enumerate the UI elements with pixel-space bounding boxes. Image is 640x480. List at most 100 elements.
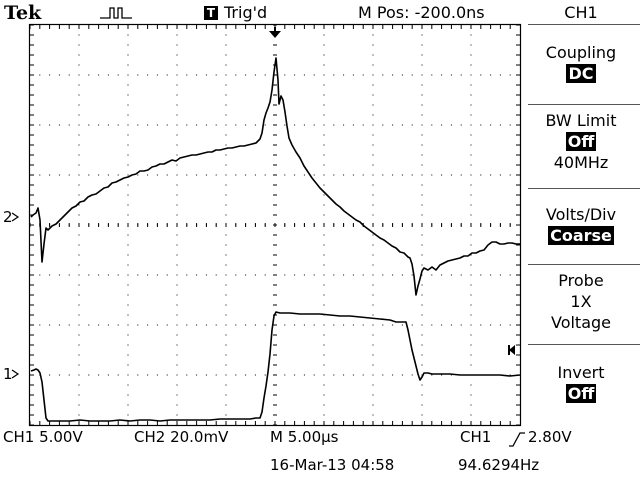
graticule-dot [421, 324, 423, 326]
graticule-dot [88, 421, 90, 425]
graticule-dot [382, 224, 384, 226]
graticule-dot [303, 74, 305, 76]
graticule-dot [30, 44, 34, 46]
graticule-dot [352, 124, 354, 126]
graticule-dot [30, 424, 34, 426]
graticule-dot [421, 94, 423, 96]
graticule-dot [264, 74, 266, 76]
graticule-dot [509, 25, 511, 29]
graticule-dot [176, 274, 178, 276]
time-scale: M 5.00µs [270, 428, 339, 446]
coupling-value: DC [566, 64, 596, 83]
bw-limit-button[interactable]: BW Limit Off 40MHz [522, 110, 640, 173]
graticule-dot [343, 274, 345, 276]
graticule-dot [273, 354, 277, 356]
graticule-dot [303, 224, 305, 226]
graticule-dot [39, 124, 41, 126]
graticule-dot [225, 124, 227, 126]
graticule-dot [147, 223, 149, 227]
graticule-dot [127, 134, 129, 136]
graticule-dot [273, 394, 277, 396]
graticule-dot [421, 124, 423, 126]
probe-button[interactable]: Probe 1X Voltage [522, 270, 640, 333]
graticule-dot [372, 54, 374, 56]
graticule-dot [516, 424, 520, 426]
graticule-dot [166, 174, 168, 176]
graticule-dot [127, 344, 129, 346]
graticule-dot [78, 244, 80, 246]
graticule-dot [516, 154, 520, 156]
graticule-dot [254, 124, 256, 126]
ch2-ground-marker-arrow [11, 212, 20, 222]
graticule-dot [273, 74, 277, 76]
graticule-dot [480, 224, 482, 226]
graticule-dot [225, 344, 227, 346]
graticule-dot [166, 324, 168, 326]
graticule-dot [372, 44, 374, 46]
graticule-dot [88, 223, 90, 227]
graticule-dot [372, 224, 374, 226]
graticule-dot [470, 114, 472, 116]
graticule-dot [30, 154, 34, 156]
graticule-dot [274, 264, 276, 266]
graticule-dot [176, 134, 178, 136]
graticule-dot [264, 274, 266, 276]
graticule-dot [273, 184, 277, 186]
graticule-dot [343, 124, 345, 126]
graticule-dot [30, 374, 34, 376]
graticule-dot [274, 274, 276, 276]
graticule-dot [30, 24, 34, 26]
graticule-dot [372, 404, 374, 406]
graticule-dot [516, 94, 520, 96]
graticule-dots [29, 24, 520, 426]
graticule-dot [245, 124, 247, 126]
graticule-dot [460, 124, 462, 126]
graticule-dot [411, 174, 413, 176]
graticule-dot [98, 224, 100, 226]
graticule-dot [421, 24, 423, 26]
graticule-dot [323, 44, 325, 46]
graticule-dot [78, 314, 80, 316]
coupling-button[interactable]: Coupling DC [522, 42, 640, 84]
graticule-dot [382, 74, 384, 76]
graticule-dot [441, 421, 443, 425]
graticule-dot [516, 164, 520, 166]
graticule-dot [127, 74, 129, 76]
graticule-dot [78, 264, 80, 266]
graticule-dot [421, 114, 423, 116]
graticule-dot [88, 124, 90, 126]
graticule-dot [264, 174, 266, 176]
graticule-dot [225, 94, 227, 96]
graticule-dot [215, 324, 217, 326]
graticule-dot [421, 224, 423, 226]
graticule-dot [58, 223, 60, 227]
invert-button[interactable]: Invert Off [522, 362, 640, 404]
graticule-dot [30, 114, 34, 116]
graticule-dot [147, 374, 149, 376]
graticule-dot [225, 364, 227, 366]
graticule-dot [450, 25, 452, 29]
graticule-dot [273, 364, 277, 366]
graticule-dot [480, 374, 482, 376]
graticule-dot [254, 421, 256, 425]
graticule-dot [401, 324, 403, 326]
graticule-dot [313, 74, 315, 76]
graticule-dot [343, 174, 345, 176]
graticule-dot [441, 174, 443, 176]
graticule-dot [284, 25, 286, 29]
graticule-dot [127, 284, 129, 286]
graticule-dot [117, 25, 119, 29]
graticule-dot [431, 25, 433, 29]
graticule-dot [294, 374, 296, 376]
graticule-dot [225, 334, 227, 336]
graticule-dot [107, 124, 109, 126]
graticule-dot [333, 74, 335, 76]
graticule-dot [49, 421, 51, 425]
graticule-dot [470, 354, 472, 356]
graticule-dot [323, 204, 325, 206]
graticule-dot [273, 194, 277, 196]
graticule-dot [98, 324, 100, 326]
graticule-dot [421, 174, 423, 176]
volts-div-button[interactable]: Volts/Div Coarse [522, 204, 640, 246]
graticule-dot [284, 223, 286, 227]
